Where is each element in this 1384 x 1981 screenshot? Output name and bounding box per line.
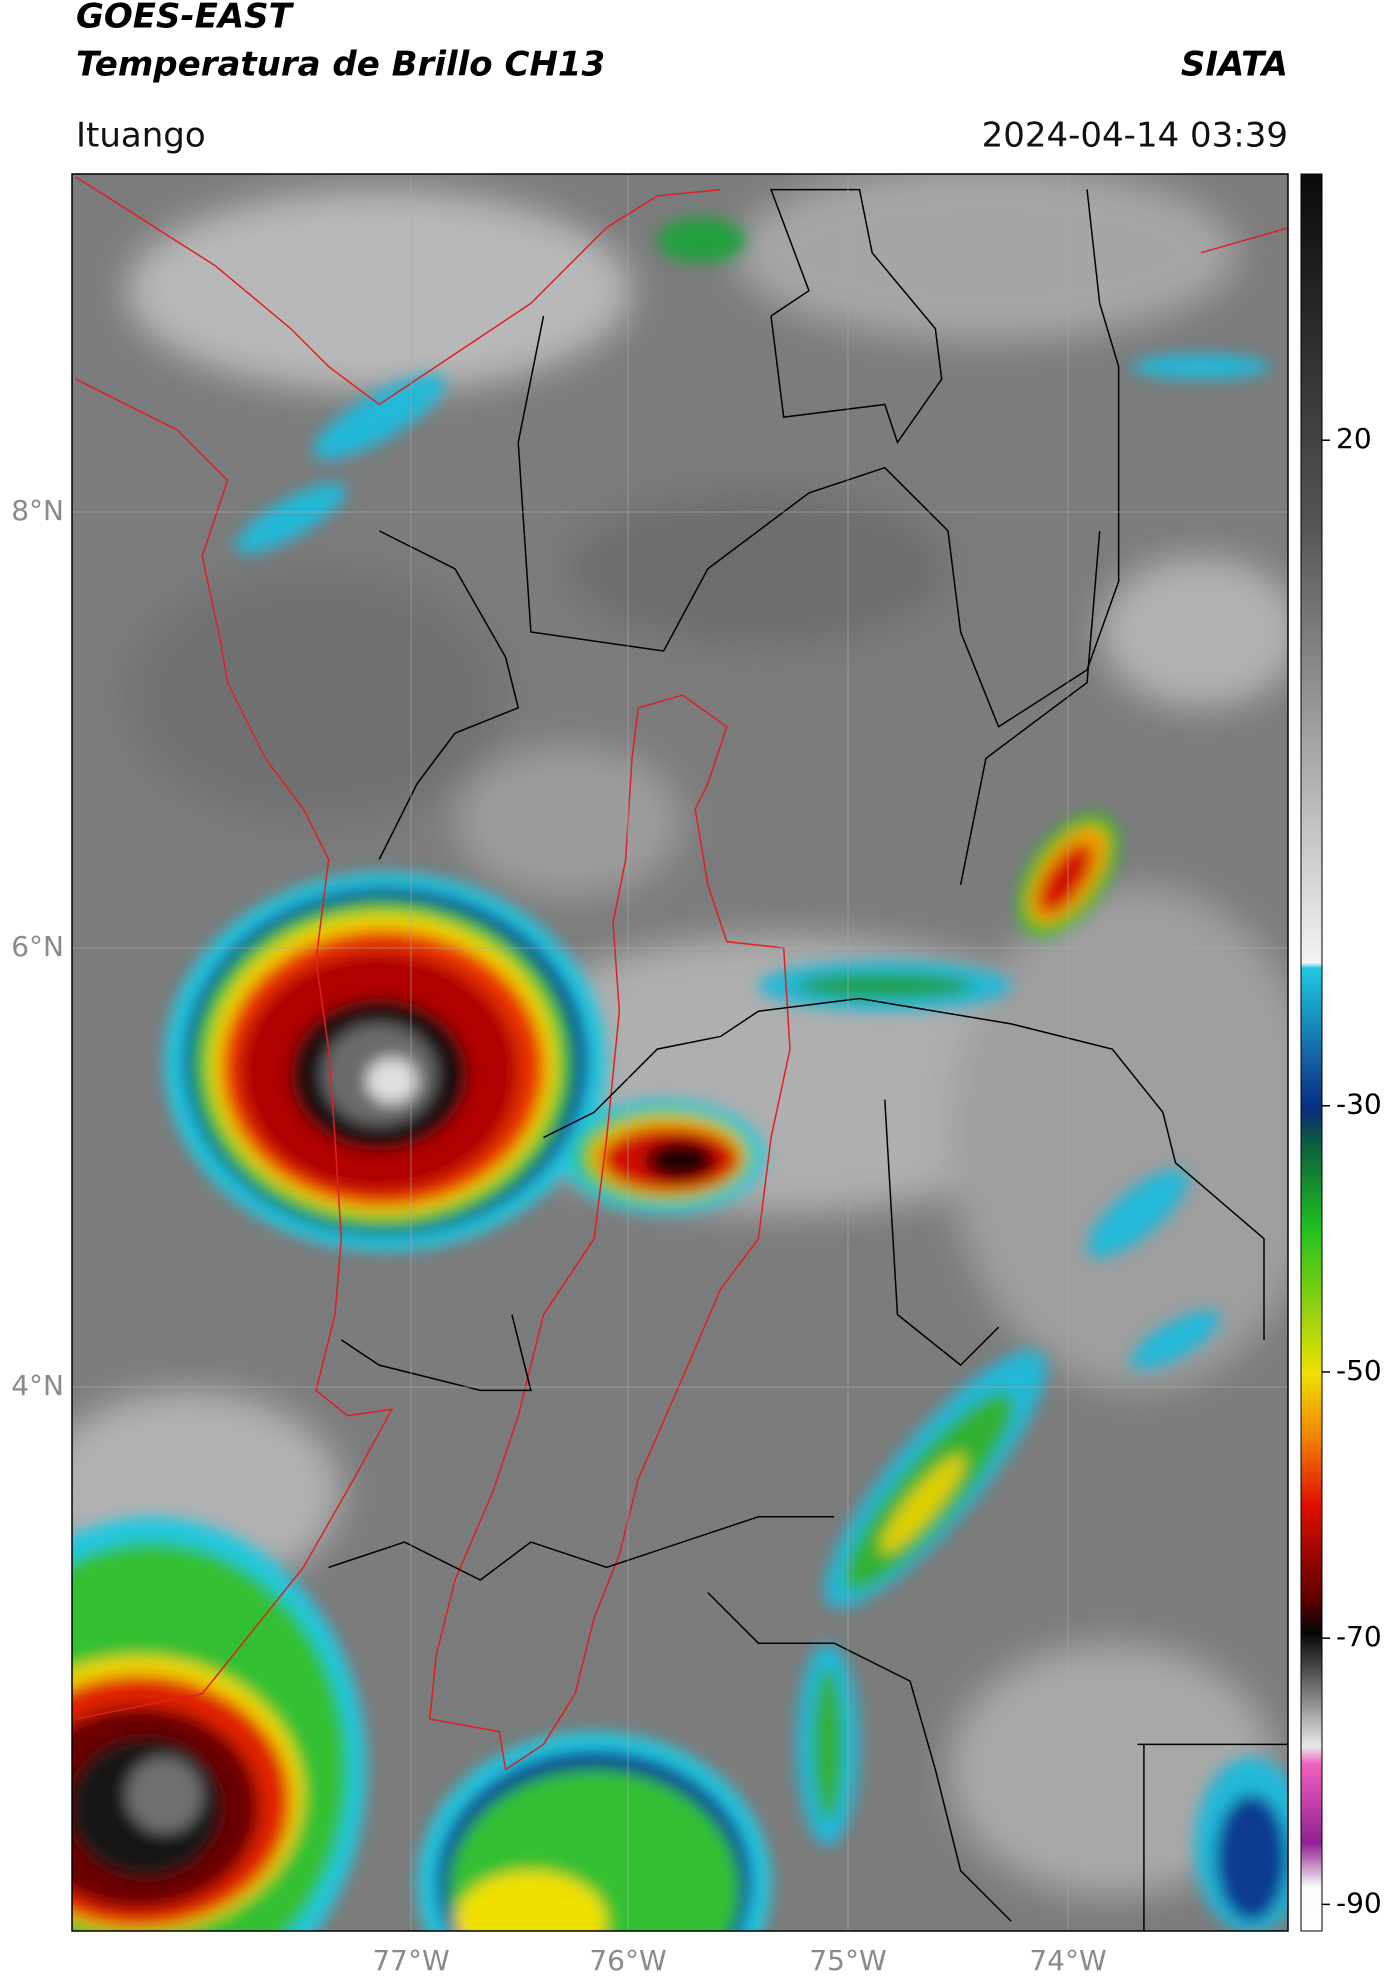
colorbar-tick-label: -50 — [1336, 1354, 1382, 1387]
colorbar-tick-label: 20 — [1336, 422, 1372, 455]
red-borders — [76, 177, 1289, 1770]
source: SIATA — [1181, 45, 1288, 85]
title: Temperatura de Brillo CH13 — [76, 45, 605, 85]
lon-label: 76°W — [589, 1944, 666, 1977]
graticule — [72, 174, 1288, 1931]
colorbar-tick-label: -30 — [1336, 1088, 1382, 1121]
title: GOES-EAST — [76, 0, 295, 37]
map-frame — [71, 173, 1289, 1932]
lat-label: 6°N — [11, 930, 64, 963]
lat-label: 4°N — [11, 1369, 64, 1402]
satellite-imagery — [72, 174, 1290, 1934]
lon-label: 77°W — [372, 1944, 449, 1977]
colorbar-tick-label: -90 — [1336, 1886, 1382, 1919]
black-borders — [329, 190, 1290, 1934]
location: Ituango — [76, 116, 206, 156]
map — [72, 174, 1290, 1934]
colorbar-tick-label: -70 — [1336, 1620, 1382, 1653]
colorbar-scale — [1300, 173, 1323, 1932]
lat-label: 8°N — [11, 494, 64, 527]
lon-label: 75°W — [809, 1944, 886, 1977]
datetime: 2024-04-14 03:39 — [982, 116, 1288, 156]
colorbar: 20 -30 -50 -70 -90 — [1300, 173, 1382, 1932]
lon-label: 74°W — [1029, 1944, 1106, 1977]
